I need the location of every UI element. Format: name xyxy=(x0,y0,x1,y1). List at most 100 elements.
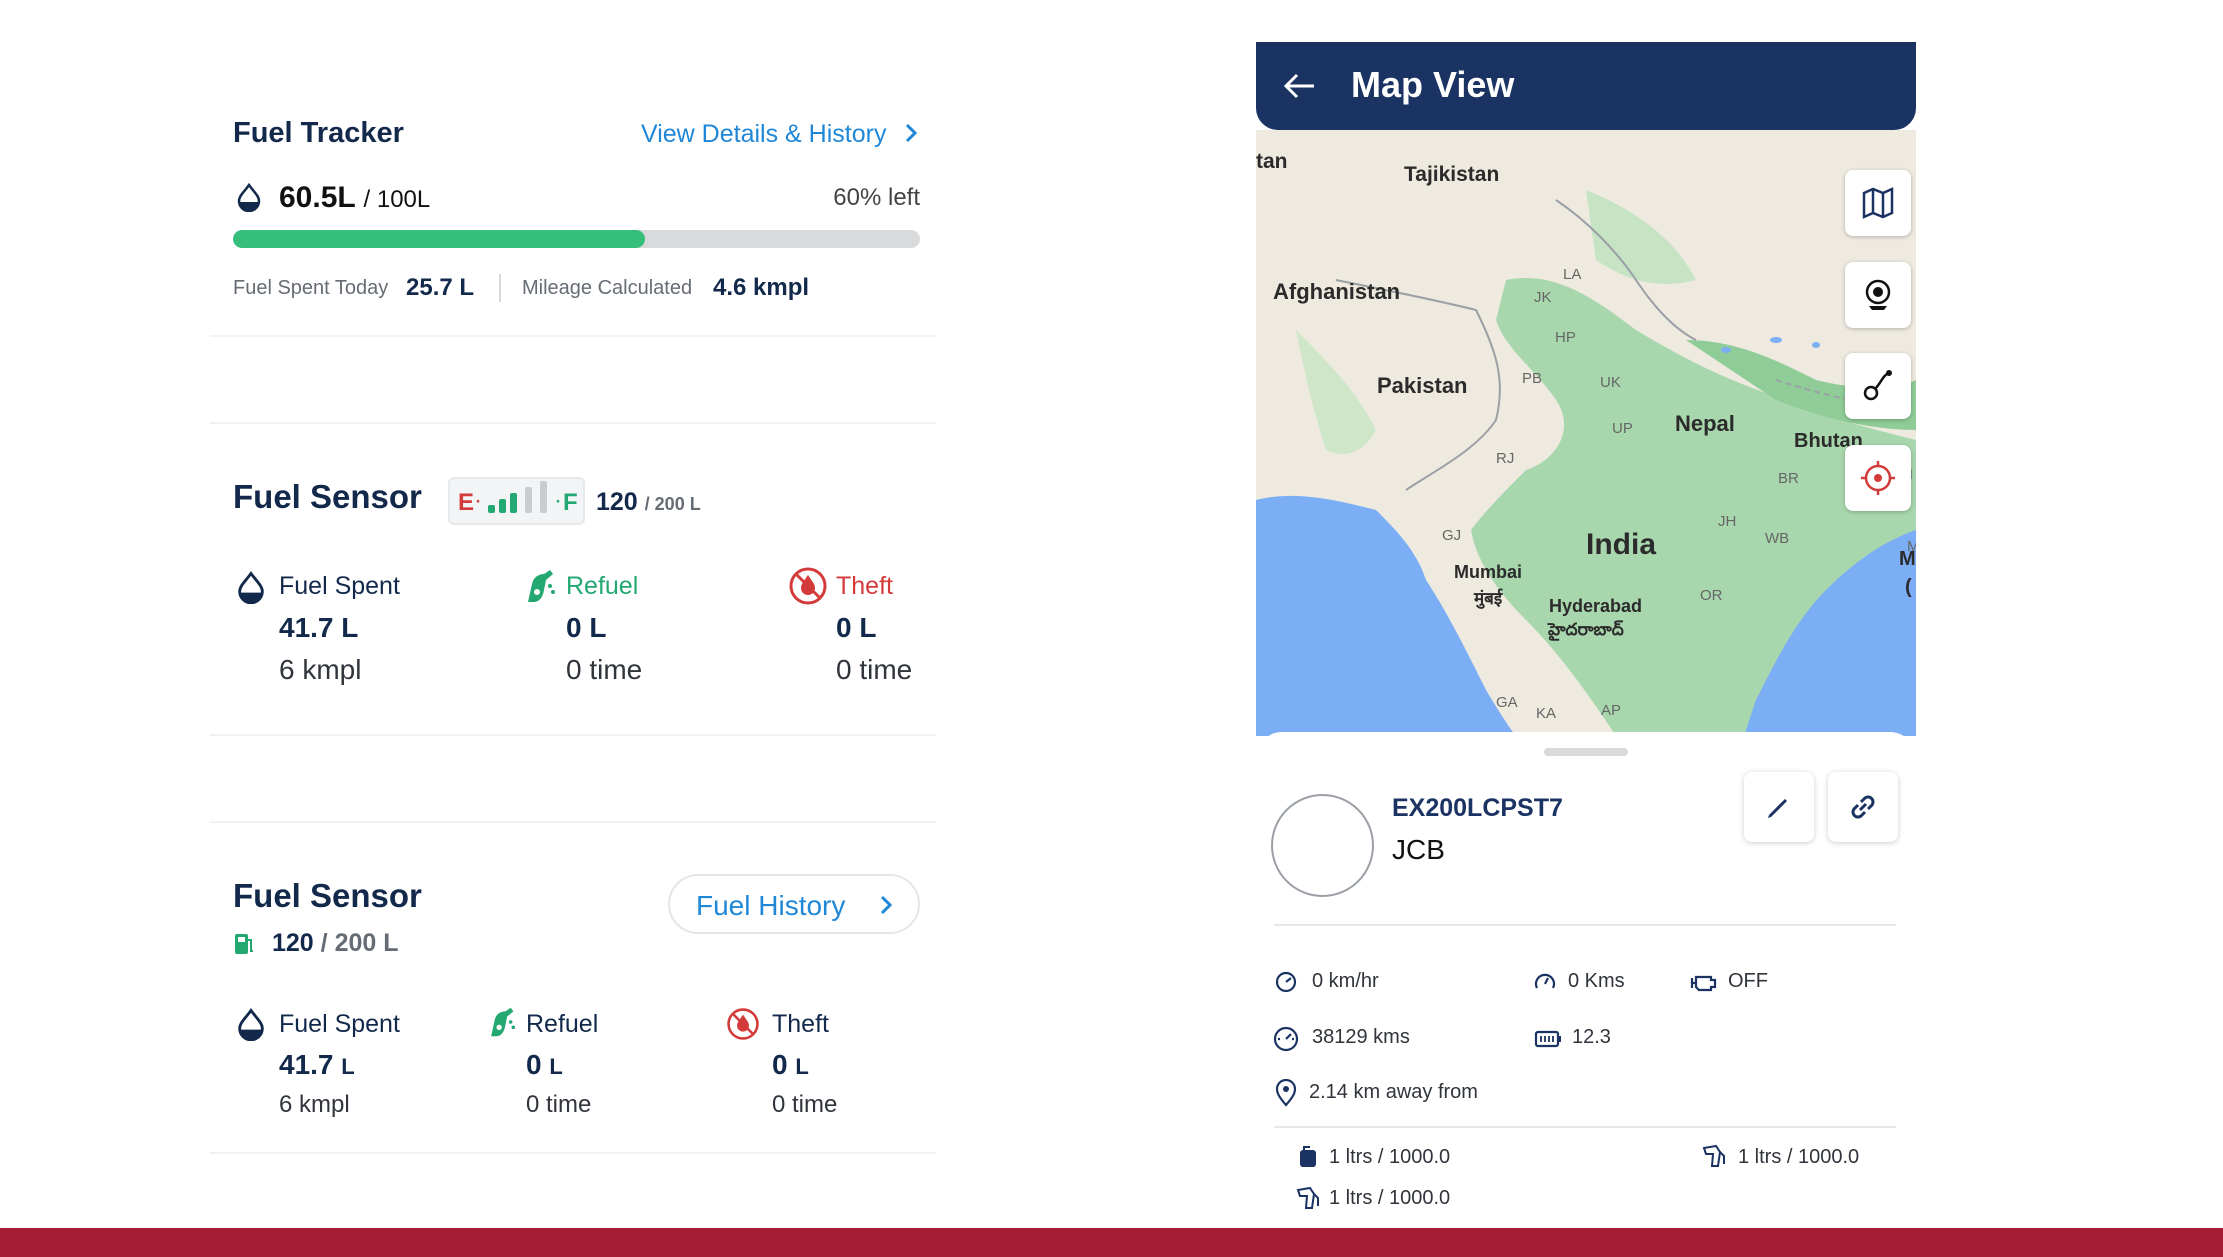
link-icon xyxy=(1851,795,1875,819)
location-pin-icon xyxy=(1275,1079,1297,1107)
fuel-drop-icon xyxy=(238,570,264,604)
route-icon xyxy=(1863,370,1892,401)
map-icon xyxy=(1862,187,1894,219)
theft-icon xyxy=(727,1008,759,1040)
fuel-sensor-title: Fuel Sensor xyxy=(233,877,422,914)
fuel-nozzle-icon xyxy=(528,570,555,602)
fuel-nozzle-icon xyxy=(1702,1144,1725,1167)
stat-amount: 0 xyxy=(772,1049,788,1080)
map-label: UP xyxy=(1612,420,1633,437)
fuel-nozzle-icon xyxy=(1296,1186,1319,1209)
fuel-tracker-title: Fuel Tracker xyxy=(233,117,404,149)
crosshair-icon xyxy=(1861,461,1895,495)
gauge-empty-label: E xyxy=(458,489,475,516)
speedometer-icon xyxy=(1275,971,1297,993)
map-label: RJ xyxy=(1496,450,1515,467)
fuel-left-text: 60% left xyxy=(833,184,920,211)
stat-sub: 0 time xyxy=(526,1091,592,1118)
stat-label: Theft xyxy=(836,572,893,600)
route-button[interactable] xyxy=(1845,353,1911,419)
map-label: मुंबई xyxy=(1474,589,1503,608)
gauge-full-label: F xyxy=(563,489,578,516)
map-label: HP xyxy=(1555,329,1576,346)
fuel-drop-icon xyxy=(237,182,261,212)
vehicle-details-sheet: EX200LCPST7 JCB 0 km/hr 0 Kms OFF xyxy=(1256,732,1916,1232)
map-terrain xyxy=(1256,130,1916,736)
link-button[interactable] xyxy=(1828,772,1898,842)
map-label: హైదరాబాద్ xyxy=(1548,620,1624,639)
divider xyxy=(210,422,936,424)
map-label: BR xyxy=(1778,470,1799,487)
sensor-value: 120 xyxy=(272,929,314,957)
footer-bar xyxy=(0,1228,2223,1257)
gauge-icon xyxy=(1273,1026,1299,1052)
chevron-right-icon xyxy=(906,123,918,143)
map-label: Nepal xyxy=(1675,411,1735,436)
map-label: PB xyxy=(1522,370,1543,387)
fuel-tank-icon xyxy=(1300,1146,1316,1167)
vehicle-id: EX200LCPST7 xyxy=(1392,794,1563,822)
fuel-pump-icon xyxy=(235,934,253,954)
sensor-capacity: / 200 L xyxy=(644,494,701,514)
stat-amount: 41.7 L xyxy=(279,612,359,643)
map-label: OR xyxy=(1700,587,1723,604)
stat-label: Theft xyxy=(772,1010,829,1038)
fuel-history-button[interactable]: Fuel History xyxy=(668,874,920,934)
stat-sub: 0 time xyxy=(566,654,643,685)
map-canvas[interactable]: tan Tajikistan Afghanistan LA JK HP Paki… xyxy=(1256,130,1916,736)
divider xyxy=(210,821,936,823)
stat-unit: L xyxy=(549,1054,563,1079)
stat-amount: 0 L xyxy=(836,612,877,643)
screen-title: Map View xyxy=(1351,64,1515,105)
edit-button[interactable] xyxy=(1744,772,1814,842)
stat-label: Refuel xyxy=(526,1010,599,1038)
stat-sub: 6 kmpl xyxy=(279,654,362,685)
map-label: Hyderabad xyxy=(1549,596,1643,616)
fuel-current: 60.5L xyxy=(279,181,356,214)
stat-sub: 6 kmpl xyxy=(279,1091,350,1118)
mileage-value: 4.6 kmpl xyxy=(713,274,810,301)
gauge-bar xyxy=(540,481,547,513)
map-label: tan xyxy=(1256,150,1288,173)
map-label: Bhutan xyxy=(1794,430,1863,452)
map-label: JK xyxy=(1534,289,1552,306)
map-label: GJ xyxy=(1442,527,1462,544)
battery-icon xyxy=(1534,1030,1561,1048)
gauge-bar xyxy=(510,493,517,513)
fuel-gauge-badge: E · · F xyxy=(448,477,585,525)
stat-sub: 0 time xyxy=(772,1091,838,1118)
fuel-history-label: Fuel History xyxy=(696,890,846,921)
map-label: JH xyxy=(1718,513,1737,530)
odometer-value: 38129 kms xyxy=(1312,1026,1410,1048)
map-label: GA xyxy=(1496,694,1518,711)
live-tracking-button[interactable] xyxy=(1845,262,1911,328)
locate-me-button[interactable] xyxy=(1845,445,1911,511)
fuel-nozzle-icon xyxy=(491,1007,516,1037)
pencil-icon xyxy=(1768,798,1788,818)
distance-value: 0 Kms xyxy=(1568,970,1625,992)
gauge-bar xyxy=(499,499,506,513)
map-label: India xyxy=(1586,528,1657,561)
divider xyxy=(210,335,936,337)
stat-label: Fuel Spent xyxy=(279,1010,400,1038)
speed-value: 0 km/hr xyxy=(1312,970,1379,992)
back-arrow-icon[interactable] xyxy=(1282,71,1318,101)
stat-divider xyxy=(499,274,501,302)
view-details-link[interactable]: View Details & History xyxy=(641,120,919,149)
fuel-spent-today-label: Fuel Spent Today xyxy=(233,277,389,299)
fuel-capacity: / 100L xyxy=(363,186,431,213)
vehicle-avatar xyxy=(1271,794,1374,897)
divider xyxy=(210,734,936,736)
app-header: Map View xyxy=(1256,42,1916,130)
divider xyxy=(210,1152,936,1154)
battery-value: 12.3 xyxy=(1572,1026,1611,1048)
fuel-row: 1 ltrs / 1000.0 xyxy=(1329,1187,1451,1209)
ignition-status: OFF xyxy=(1728,970,1768,992)
map-label: AP xyxy=(1601,702,1622,719)
fuel-progress-fill xyxy=(233,230,646,248)
drag-handle[interactable] xyxy=(1544,748,1628,756)
divider xyxy=(1274,924,1896,926)
divider xyxy=(1274,1126,1896,1128)
map-label: Tajikistan xyxy=(1404,163,1500,186)
map-layers-button[interactable] xyxy=(1845,170,1911,236)
